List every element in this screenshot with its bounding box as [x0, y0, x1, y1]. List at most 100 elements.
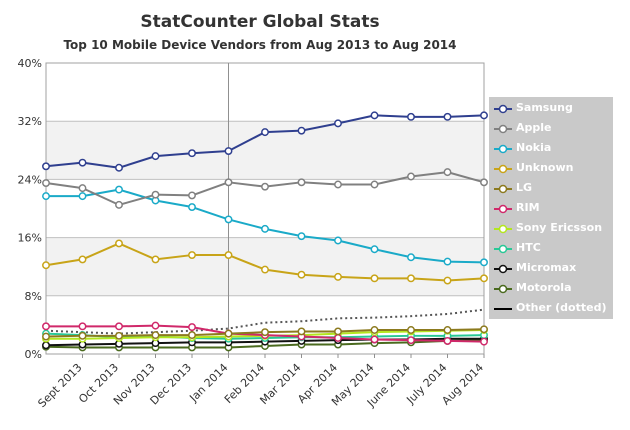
point-lg [370, 326, 379, 334]
point-unknown [224, 251, 233, 260]
x-tick-label: Sept 2013 [35, 361, 84, 410]
legend-symbol [494, 124, 512, 134]
point-unknown [443, 276, 452, 285]
point-rim [407, 336, 415, 345]
point-samsung [443, 112, 452, 121]
point-lg [407, 326, 415, 334]
point-samsung [407, 112, 415, 121]
point-nokia [370, 245, 379, 254]
point-samsung [224, 147, 233, 155]
legend-item: RIM [489, 199, 613, 219]
point-rim [443, 336, 452, 345]
point-apple [407, 172, 415, 181]
point-lg [42, 332, 50, 341]
legend-symbol [494, 284, 512, 294]
point-unknown [297, 270, 306, 279]
point-unknown [480, 274, 488, 283]
point-nokia [480, 258, 488, 267]
legend-item: LG [489, 179, 613, 199]
legend-symbol-marker [498, 184, 508, 194]
point-lg [115, 331, 123, 340]
point-nokia [443, 257, 452, 266]
legend-label: Nokia [516, 141, 552, 154]
legend-symbol [494, 244, 512, 254]
point-apple [78, 184, 87, 193]
legend-label: Samsung [516, 101, 573, 114]
legend-label: Unknown [516, 161, 574, 174]
legend-item: Apple [489, 119, 613, 139]
point-lg [443, 326, 452, 334]
point-unknown [261, 265, 269, 274]
legend-symbol [494, 264, 512, 274]
point-rim [151, 321, 160, 330]
point-apple [443, 168, 452, 177]
point-samsung [297, 126, 306, 135]
point-apple [370, 180, 379, 189]
legend-symbol [494, 224, 512, 234]
legend-symbol [494, 184, 512, 194]
point-lg [188, 331, 196, 340]
point-samsung [188, 149, 196, 158]
point-apple [297, 178, 306, 187]
legend-item: Unknown [489, 159, 613, 179]
point-nokia [78, 192, 87, 201]
point-rim [480, 337, 488, 346]
legend-item: Motorola [489, 279, 613, 299]
y-tick-label: 32% [18, 115, 42, 128]
point-unknown [370, 274, 379, 283]
legend-symbol-marker [498, 284, 508, 294]
point-nokia [261, 224, 269, 233]
point-samsung [42, 162, 50, 171]
point-micromax [42, 341, 50, 350]
point-rim [42, 322, 50, 331]
chart-title: StatCounter Global Stats [140, 12, 380, 32]
point-lg [78, 331, 87, 340]
point-rim [115, 322, 123, 331]
point-nokia [407, 253, 415, 262]
point-lg [297, 327, 306, 336]
point-lg [224, 329, 233, 338]
legend-item: Sony Ericsson [489, 219, 613, 239]
point-apple [224, 178, 233, 187]
point-samsung [334, 119, 342, 128]
plot-border [45, 62, 485, 355]
point-apple [261, 182, 269, 191]
chart-subtitle: Top 10 Mobile Device Vendors from Aug 20… [63, 38, 457, 52]
y-tick-label: 8% [25, 290, 42, 303]
point-unknown [115, 239, 123, 248]
legend-label: LG [516, 181, 533, 194]
point-unknown [42, 261, 50, 270]
y-tick-label: 40% [18, 57, 42, 70]
legend-symbol-marker [498, 104, 508, 114]
legend-label: Micromax [516, 261, 577, 274]
point-unknown [188, 251, 196, 260]
legend-symbol-marker [498, 124, 508, 134]
point-nokia [42, 192, 50, 201]
point-samsung [370, 111, 379, 120]
point-lg [261, 328, 269, 337]
point-apple [188, 191, 196, 200]
point-apple [151, 190, 160, 199]
legend-symbol [494, 144, 512, 154]
point-unknown [78, 255, 87, 264]
legend-symbol [494, 164, 512, 174]
legend-item: HTC [489, 239, 613, 259]
chart-legend: Samsung Apple Nokia Unknown LG RIM Sony Ericss… [489, 97, 613, 319]
legend-symbol-marker [498, 164, 508, 174]
point-samsung [151, 152, 160, 161]
legend-item: Micromax [489, 259, 613, 279]
point-samsung [261, 128, 269, 137]
legend-item: Nokia [489, 139, 613, 159]
point-apple [42, 179, 50, 187]
point-nokia [297, 232, 306, 241]
y-tick-label: 16% [18, 232, 42, 245]
point-rim [370, 335, 379, 344]
point-lg [480, 325, 488, 334]
point-samsung [78, 158, 87, 167]
legend-item: Other (dotted) [489, 299, 613, 319]
legend-symbol-marker [498, 204, 508, 214]
legend-symbol-marker [498, 244, 508, 254]
point-apple [115, 200, 123, 209]
point-apple [480, 178, 488, 187]
point-lg [151, 331, 160, 340]
